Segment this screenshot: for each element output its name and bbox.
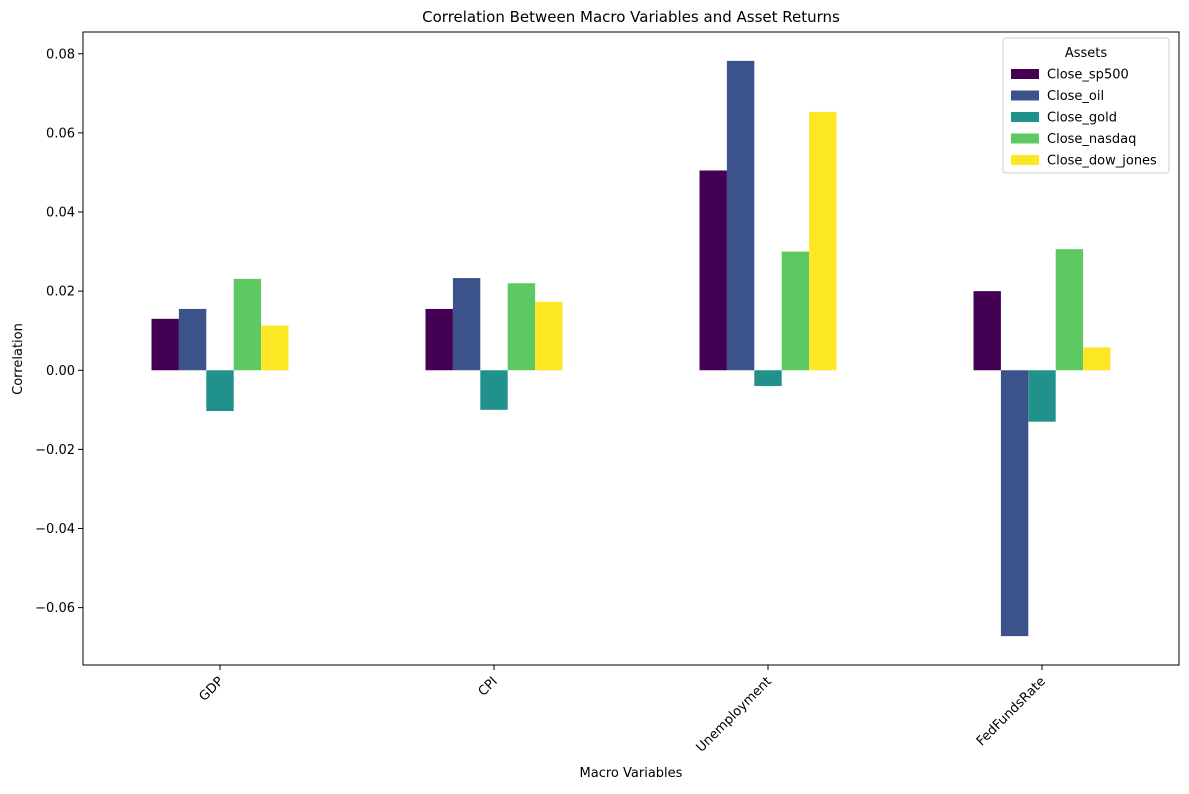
x-tick-label: GDP: [196, 674, 226, 704]
bar-Close_oil-FedFundsRate: [1000, 370, 1029, 637]
plot-area-frame: [82, 31, 1180, 666]
bar-Close_dow_jones-CPI: [535, 301, 563, 371]
bar-Close_sp500-FedFundsRate: [973, 291, 1001, 371]
x-tick-label: CPI: [476, 674, 501, 699]
legend-swatch-Close_gold: [1011, 112, 1039, 122]
y-tick-label: 0.06: [46, 126, 75, 141]
bar-Close_nasdaq-GDP: [233, 278, 262, 371]
bar-Close_dow_jones-FedFundsRate: [1083, 347, 1111, 371]
bar-Close_gold-GDP: [206, 370, 234, 412]
bar-Close_oil-GDP: [178, 308, 207, 371]
bar-Close_oil-CPI: [452, 278, 481, 371]
y-axis-ticks: −0.06 −0.04 −0.02 0.00 0.02 0.04 0.06 0.08: [35, 47, 83, 616]
bar-Close_sp500-GDP: [151, 318, 179, 371]
legend-title: Assets: [1065, 46, 1108, 61]
x-tick-label: Unemployment: [694, 674, 775, 755]
bar-Close_sp500-Unemployment: [699, 170, 727, 371]
bar-Close_nasdaq-Unemployment: [781, 251, 810, 371]
bar-Close_nasdaq-CPI: [507, 283, 536, 371]
bar-Close_dow_jones-GDP: [261, 325, 289, 371]
bar-Close_gold-FedFundsRate: [1028, 370, 1056, 422]
x-tick-label: FedFundsRate: [974, 674, 1049, 749]
legend-box: [1002, 37, 1170, 174]
legend-swatch-Close_nasdaq: [1011, 133, 1039, 144]
legend-swatch-Close_oil: [1011, 90, 1039, 101]
legend-label-Close_sp500: Close_sp500: [1047, 68, 1129, 83]
x-axis-label: Macro Variables: [580, 766, 683, 781]
chart-title: Correlation Between Macro Variables and …: [422, 8, 840, 26]
y-tick-label: 0.02: [46, 285, 75, 300]
bar-Close_nasdaq-FedFundsRate: [1055, 249, 1084, 371]
x-axis-ticks: GDP CPI Unemployment FedFundsRate: [196, 665, 1049, 755]
y-axis-label: Correlation: [11, 323, 26, 395]
legend-label-Close_dow_jones: Close_dow_jones: [1047, 154, 1157, 169]
y-tick-label: −0.06: [35, 601, 75, 616]
legend-swatch-Close_dow_jones: [1011, 155, 1039, 165]
bar-Close_sp500-CPI: [425, 308, 453, 371]
bar-Close_gold-Unemployment: [754, 370, 782, 387]
bar-Close_dow_jones-Unemployment: [809, 111, 837, 371]
legend-swatch-Close_sp500: [1011, 69, 1039, 79]
bar-Close_gold-CPI: [480, 370, 508, 410]
bar-Close_oil-Unemployment: [726, 60, 755, 371]
legend-label-Close_nasdaq: Close_nasdaq: [1047, 132, 1136, 147]
y-tick-label: 0.08: [46, 47, 75, 62]
bars-layer: [151, 60, 1111, 637]
y-tick-label: 0.04: [46, 206, 75, 221]
y-tick-label: −0.02: [35, 443, 75, 458]
legend-label-Close_gold: Close_gold: [1047, 111, 1117, 126]
y-tick-label: −0.04: [35, 522, 75, 537]
legend: Assets Close_sp500 Close_oil Close_gold Clos…: [1002, 37, 1170, 174]
y-tick-label: 0.00: [46, 364, 75, 379]
legend-label-Close_oil: Close_oil: [1047, 89, 1104, 104]
